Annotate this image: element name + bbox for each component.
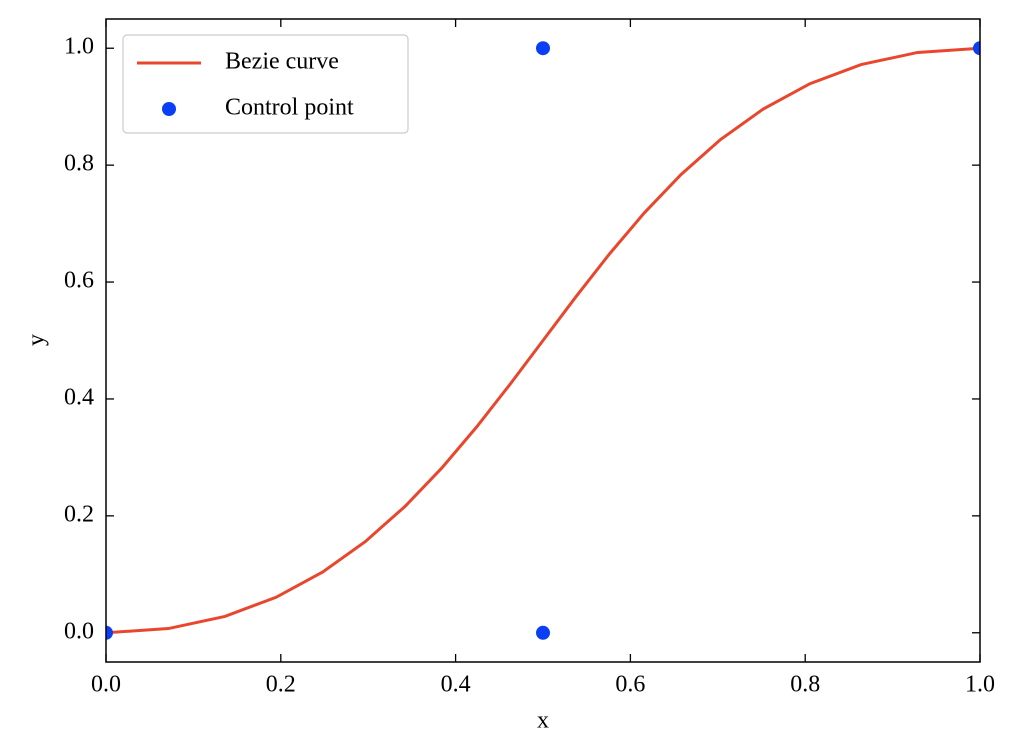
y-tick-label: 0.6 [64, 268, 94, 294]
x-tick-label: 0.4 [441, 672, 471, 698]
x-tick-label: 0.6 [615, 672, 645, 698]
x-tick-label: 0.0 [91, 672, 121, 698]
x-tick-label: 0.2 [266, 672, 296, 698]
y-tick-label: 1.0 [64, 34, 94, 60]
legend-label: Bezie curve [225, 49, 339, 75]
control-point [536, 41, 550, 56]
control-point [536, 625, 550, 640]
x-axis-label: x [537, 708, 549, 734]
y-tick-label: 0.8 [64, 151, 94, 177]
x-tick-label: 0.8 [790, 672, 820, 698]
y-tick-label: 0.4 [64, 384, 94, 410]
x-tick-label: 1.0 [965, 672, 995, 698]
plot-area [106, 41, 980, 640]
legend-label: Control point [225, 95, 354, 121]
plot-frame [105, 18, 981, 663]
y-tick-label: 0.2 [64, 501, 94, 527]
y-axis-label: y [24, 334, 50, 346]
control-point [106, 625, 113, 640]
curve [106, 46, 980, 635]
legend-box [122, 34, 409, 134]
legend-marker [162, 102, 176, 116]
y-tick-label: 0.0 [64, 618, 94, 644]
control-point [973, 41, 980, 56]
